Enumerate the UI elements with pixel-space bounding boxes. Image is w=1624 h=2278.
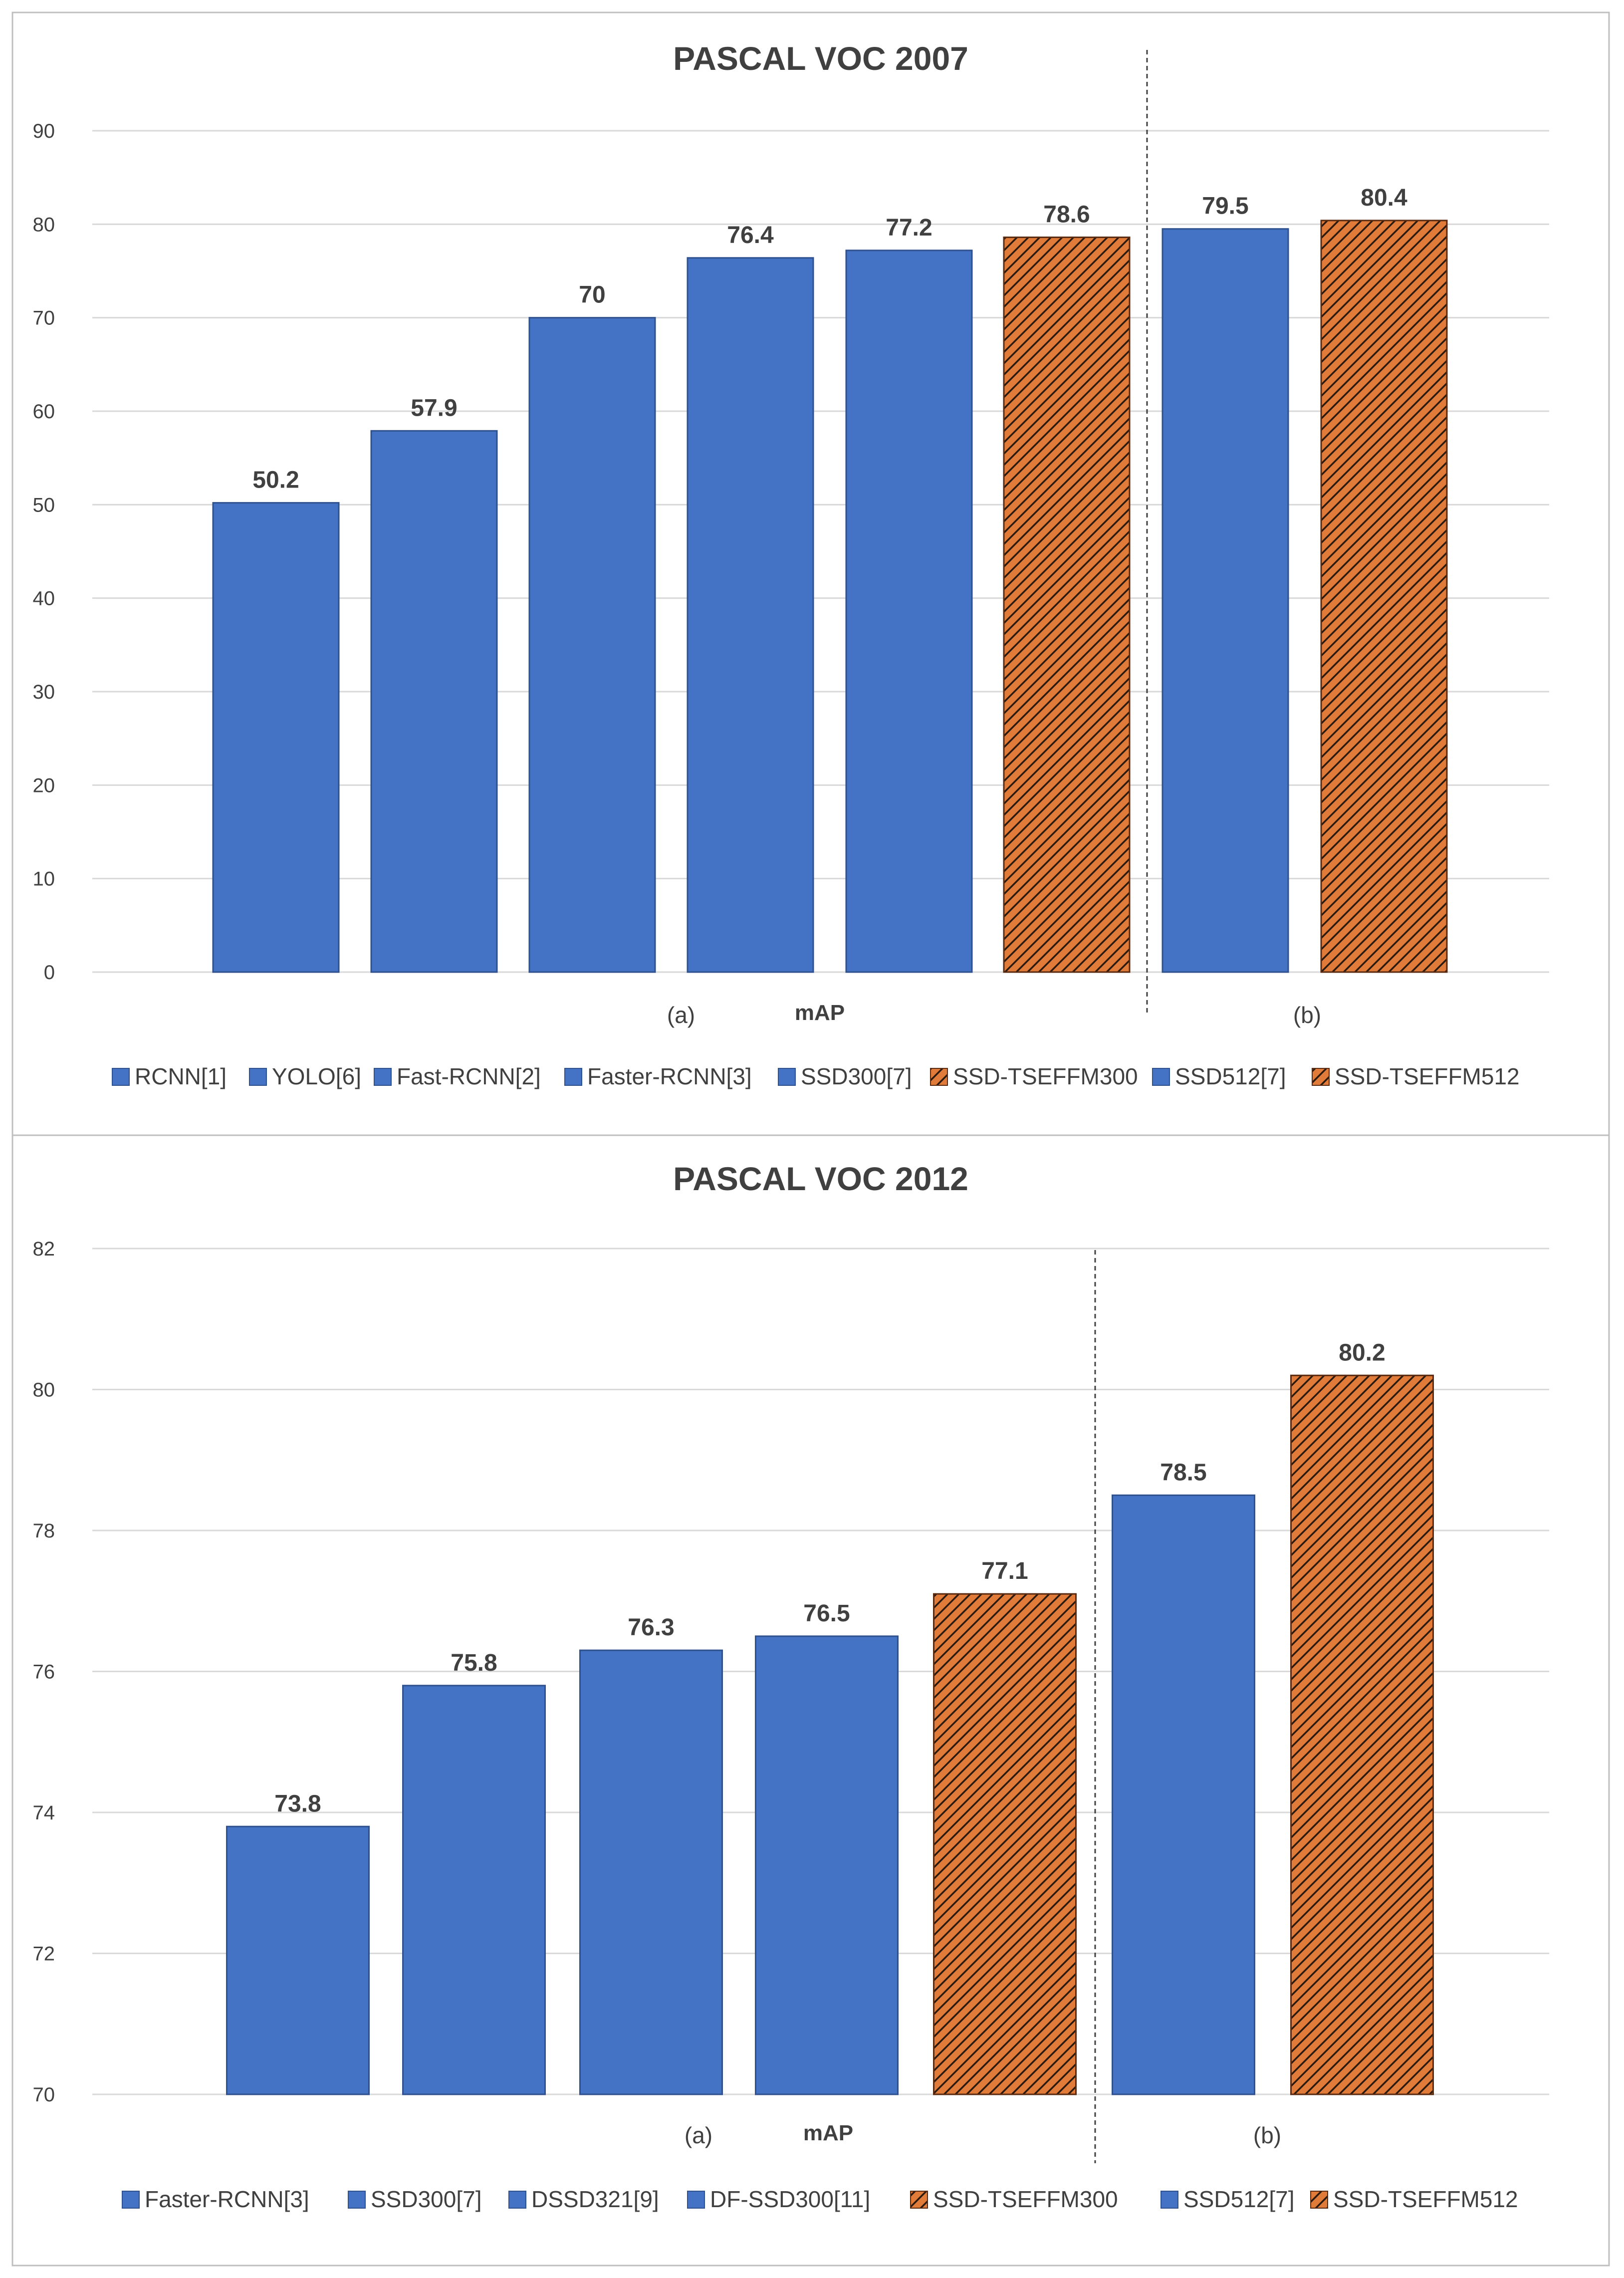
legend-label: SSD-TSEFFM300	[933, 2186, 1118, 2212]
bar-value-label: 70	[579, 282, 605, 308]
y-tick-label: 80	[33, 1379, 55, 1401]
legend-label: Fast-RCNN[2]	[397, 1063, 541, 1089]
y-tick-label: 82	[33, 1238, 55, 1260]
legend-swatch	[1312, 1068, 1330, 1086]
legend-swatch	[1160, 2191, 1178, 2209]
bar-ssd300-7	[402, 1685, 546, 2095]
legend-label: SSD-TSEFFM512	[1335, 1063, 1520, 1089]
bar-value-label: 73.8	[274, 1790, 321, 1817]
legend-label: DSSD321[9]	[531, 2186, 659, 2212]
bar-ssd512-7	[1161, 228, 1289, 973]
bar-value-label: 78.5	[1160, 1459, 1206, 1486]
legend-swatch	[374, 1068, 392, 1086]
bar-rcnn-1	[212, 502, 340, 973]
y-tick-label: 70	[33, 2084, 55, 2106]
y-tick-label: 72	[33, 1943, 55, 1965]
bar-value-label: 75.8	[451, 1650, 497, 1676]
bar-df-ssd300-11	[755, 1635, 899, 2095]
bar-value-label: 80.4	[1361, 185, 1407, 211]
bar-value-label: 77.1	[981, 1558, 1028, 1584]
y-tick-label: 76	[33, 1661, 55, 1683]
bar-ssd-tseffm300	[1003, 237, 1131, 973]
legend-swatch	[564, 1068, 582, 1086]
bar-ssd-tseffm512	[1320, 220, 1448, 973]
legend-swatch	[508, 2191, 526, 2209]
chart-title: PASCAL VOC 2007	[673, 40, 968, 77]
group-label: (b)	[1293, 1002, 1321, 1028]
x-axis-label: mAP	[795, 1001, 845, 1025]
bar-ssd-tseffm512	[1290, 1374, 1434, 2095]
group-label: (a)	[667, 1002, 695, 1028]
bar-value-label: 78.6	[1043, 202, 1090, 228]
legend-swatch	[687, 2191, 705, 2209]
legend-swatch	[122, 2191, 140, 2209]
y-tick-label: 30	[33, 681, 55, 703]
bar-ssd300-7	[845, 250, 973, 973]
bar-value-label: 76.4	[727, 222, 774, 249]
bar-faster-rcnn-3	[226, 1825, 370, 2095]
bar-value-label: 76.5	[803, 1600, 850, 1627]
chart-panel-2: PASCAL VOC 2012 70 72 74 76 78 80 82 73.8 75.8 76.…	[11, 1134, 1610, 2267]
legend-label: Faster-RCNN[3]	[587, 1063, 752, 1089]
legend-label: SSD512[7]	[1183, 2186, 1294, 2212]
y-tick-label: 0	[44, 962, 55, 984]
legend: RCNN[1] YOLO[6] Fast-RCNN[2] Faster-RCNN[3]…	[112, 1063, 1520, 1089]
bar-fast-rcnn-2	[528, 317, 656, 973]
bar-value-label: 57.9	[411, 395, 457, 421]
legend-swatch	[348, 2191, 366, 2209]
x-axis-label: mAP	[803, 2121, 853, 2145]
y-tick-label: 40	[33, 588, 55, 610]
legend-swatch	[778, 1068, 796, 1086]
chart-panel-1: PASCAL VOC 2007 0 10 20 30 40 50 60 70 80 90 50.2 57…	[11, 11, 1610, 1136]
y-tick-label: 74	[33, 1802, 55, 1824]
y-tick-label: 70	[33, 307, 55, 329]
bar-yolo-6	[370, 430, 498, 973]
group-label: (a)	[685, 2122, 712, 2148]
y-tick-label: 50	[33, 494, 55, 516]
y-tick-label: 10	[33, 868, 55, 890]
y-tick-label: 78	[33, 1520, 55, 1542]
legend-swatch	[112, 1068, 130, 1086]
legend-label: Faster-RCNN[3]	[145, 2186, 309, 2212]
y-tick-label: 80	[33, 214, 55, 236]
group-label: (b)	[1253, 2122, 1281, 2148]
legend-swatch	[910, 2191, 928, 2209]
bar-value-label: 80.2	[1339, 1339, 1385, 1366]
bar-value-label: 77.2	[886, 215, 932, 241]
legend-label: SSD-TSEFFM512	[1333, 2186, 1518, 2212]
legend-swatch	[1152, 1068, 1170, 1086]
legend-label: YOLO[6]	[272, 1063, 361, 1089]
legend-label: SSD-TSEFFM300	[953, 1063, 1138, 1089]
legend-label: SSD512[7]	[1175, 1063, 1286, 1089]
bar-ssd-tseffm300	[933, 1593, 1077, 2095]
legend-swatch	[249, 1068, 267, 1086]
bar-faster-rcnn-3	[687, 257, 814, 973]
legend-label: DF-SSD300[11]	[710, 2186, 870, 2212]
bar-ssd512-7	[1112, 1494, 1255, 2095]
legend-label: SSD300[7]	[371, 2186, 481, 2212]
legend: Faster-RCNN[3] SSD300[7] DSSD321[9] DF-SSD3…	[122, 2186, 1518, 2212]
bar-value-label: 76.3	[628, 1614, 674, 1641]
legend-label: RCNN[1]	[135, 1063, 227, 1089]
legend-swatch	[1310, 2191, 1328, 2209]
y-tick-label: 90	[33, 120, 55, 142]
legend-swatch	[930, 1068, 948, 1086]
y-tick-label: 60	[33, 401, 55, 423]
y-tick-label: 20	[33, 774, 55, 796]
legend-label: SSD300[7]	[801, 1063, 912, 1089]
bar-value-label: 50.2	[252, 467, 299, 494]
chart-title: PASCAL VOC 2012	[673, 1160, 968, 1197]
bar-value-label: 79.5	[1202, 193, 1248, 220]
bar-dssd321-9	[579, 1649, 723, 2095]
